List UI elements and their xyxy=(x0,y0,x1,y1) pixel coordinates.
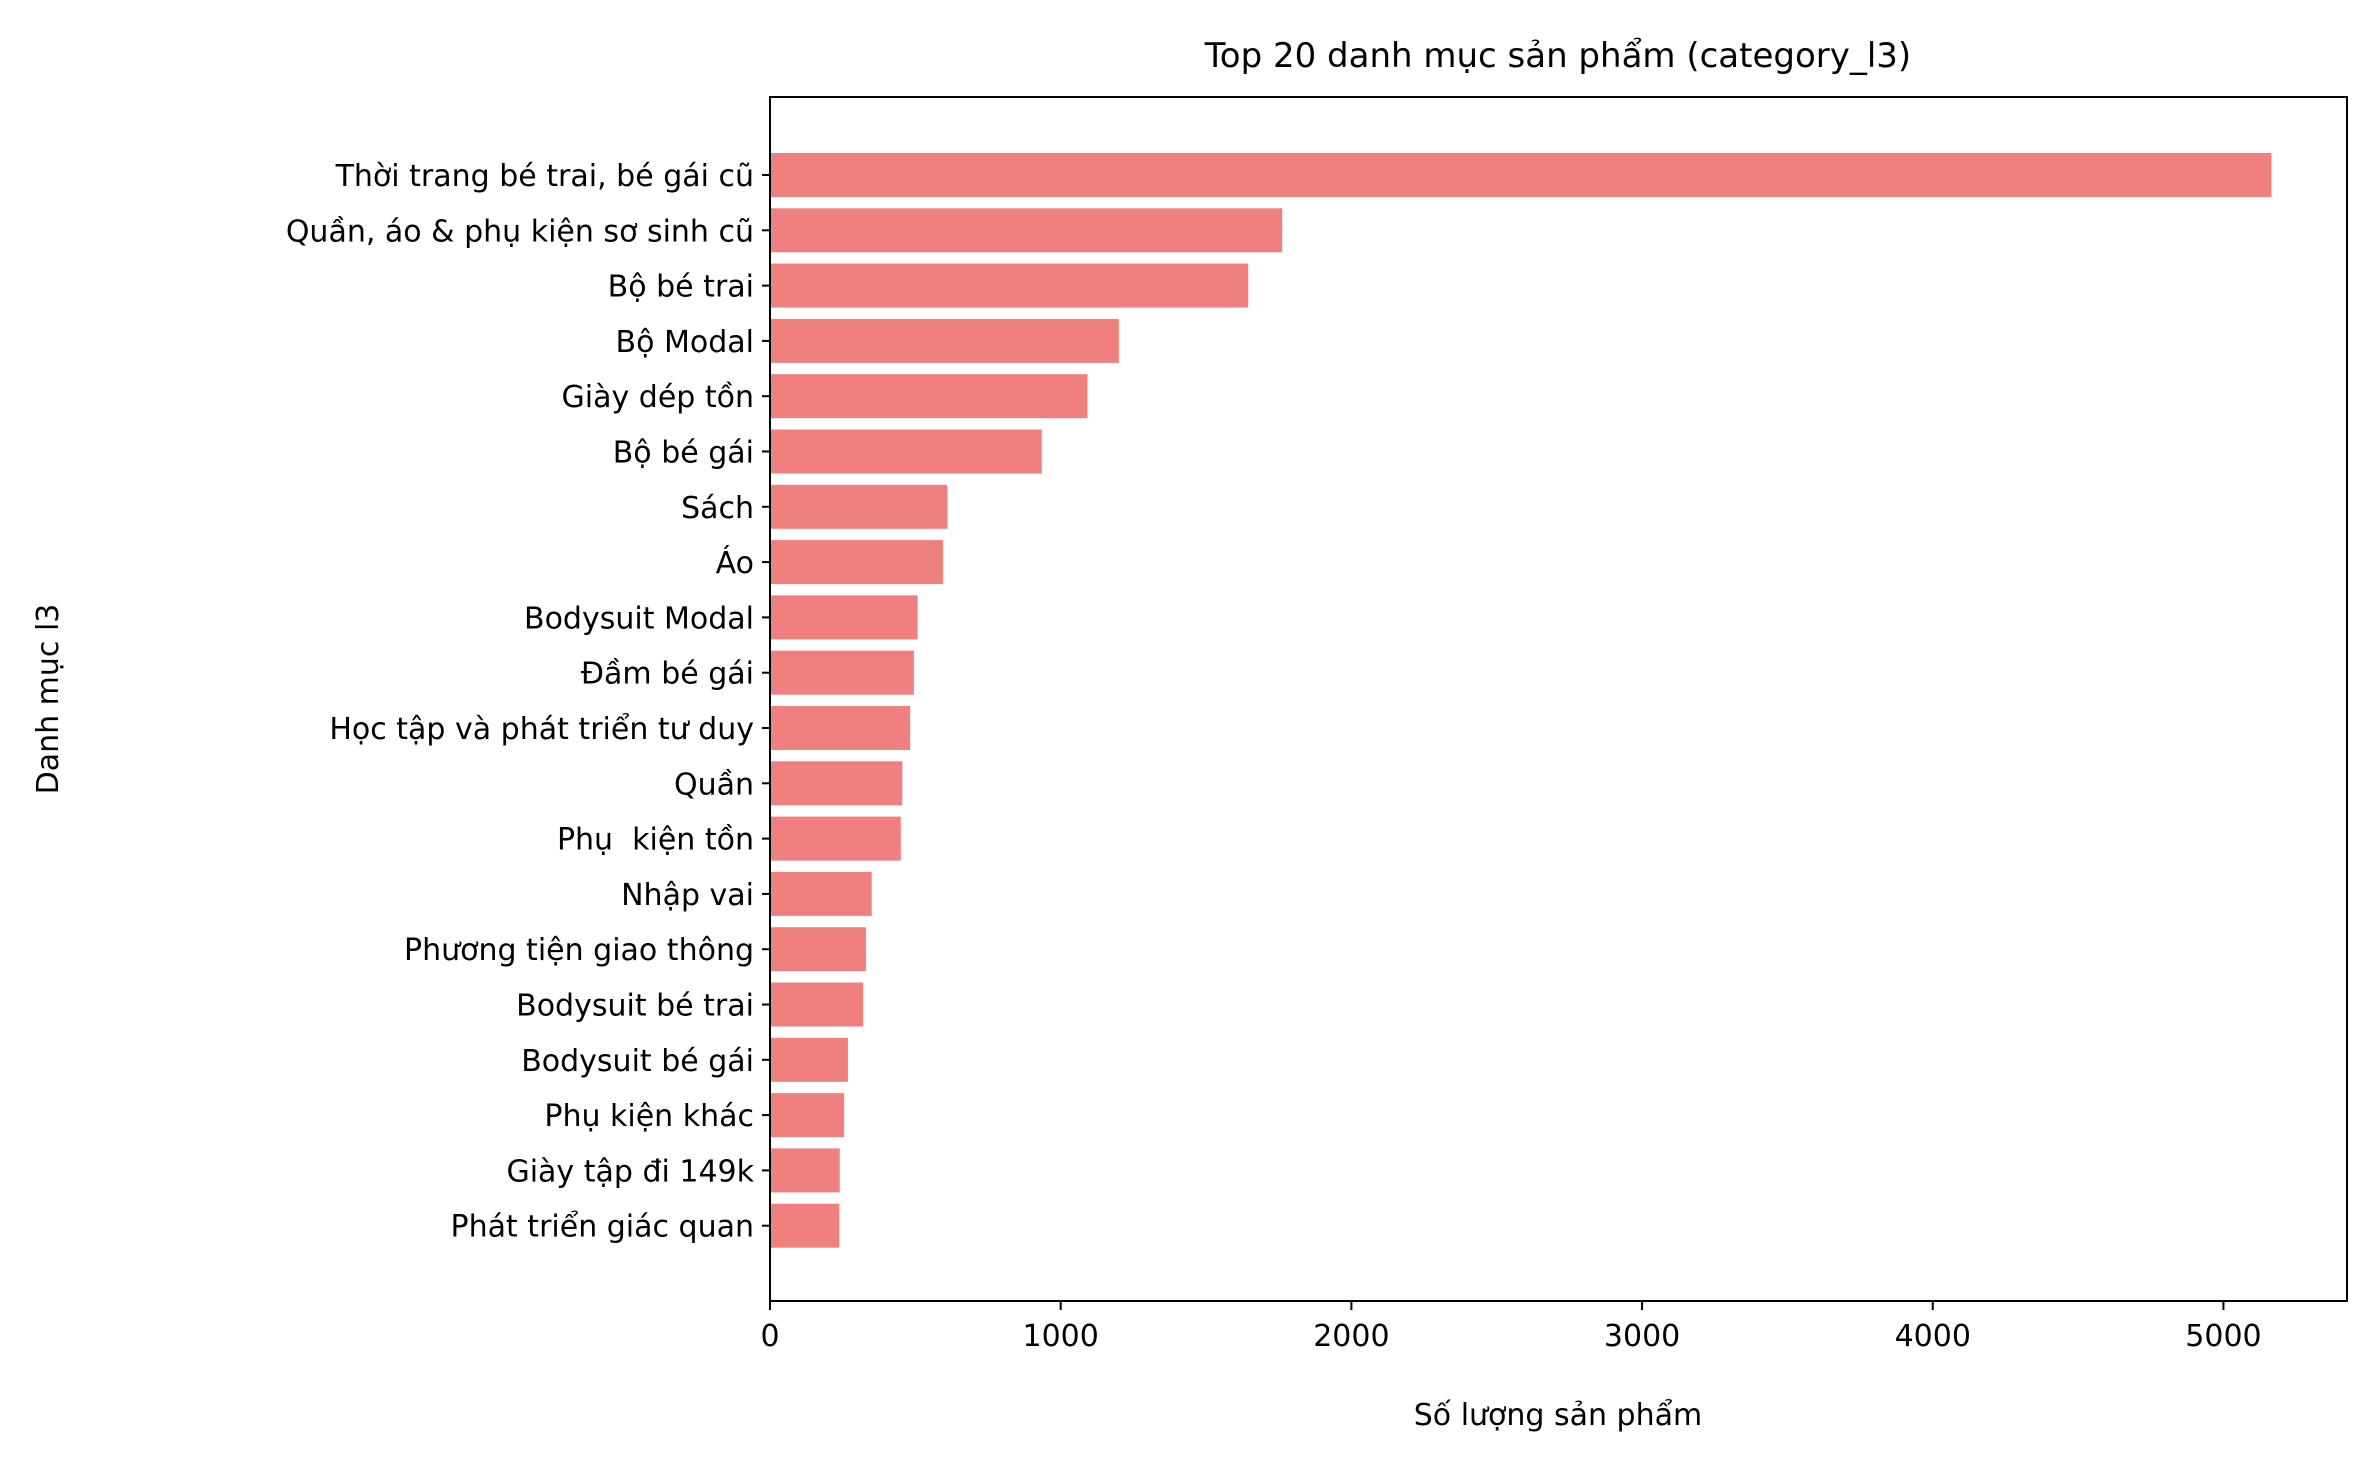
x-axis-label: Số lượng sản phẩm xyxy=(1414,1397,1702,1433)
bar xyxy=(770,429,1042,474)
y-tick-label: Học tập và phát triển tư duy xyxy=(329,711,754,747)
y-tick-label: Bodysuit Modal xyxy=(524,601,754,636)
y-tick-label: Quần xyxy=(674,767,754,802)
y-tick-label: Bộ bé gái xyxy=(613,436,754,471)
bar xyxy=(770,1203,840,1248)
bar xyxy=(770,706,911,750)
bar xyxy=(770,927,866,972)
x-tick-label: 3000 xyxy=(1604,1319,1680,1354)
bar xyxy=(770,816,901,861)
x-tick-label: 5000 xyxy=(2185,1319,2261,1354)
y-tick-label: Bodysuit bé trai xyxy=(516,989,754,1024)
y-tick-label: Giày dép tồn xyxy=(562,380,754,415)
bar xyxy=(770,540,943,585)
y-axis-label: Danh mục l3 xyxy=(31,604,66,795)
y-tick-label: Phụ kiện khác xyxy=(544,1099,754,1134)
bars-group xyxy=(770,153,2272,1248)
bar xyxy=(770,1148,840,1193)
y-tick-label: Đầm bé gái xyxy=(581,657,754,692)
y-tick-label: Quần, áo & phụ kiện sơ sinh cũ xyxy=(286,214,754,249)
x-tick-label: 2000 xyxy=(1313,1319,1389,1354)
bar xyxy=(770,871,872,916)
bar xyxy=(770,982,864,1027)
y-axis-ticks: Thời trang bé trai, bé gái cũ Quần, áo & … xyxy=(286,159,770,1245)
y-tick-label: Giày tập đi 149k xyxy=(506,1154,754,1189)
bar xyxy=(770,374,1088,419)
bar xyxy=(770,263,1249,308)
y-tick-label: Phụ kiện tồn xyxy=(557,823,754,858)
bar xyxy=(770,650,914,695)
bar xyxy=(770,484,948,529)
bar xyxy=(770,318,1119,363)
bar xyxy=(770,208,1283,253)
bar xyxy=(770,1037,848,1082)
bar xyxy=(770,761,903,806)
x-tick-label: 4000 xyxy=(1895,1319,1971,1354)
x-tick-label: 0 xyxy=(760,1319,779,1354)
y-tick-label: Áo xyxy=(716,545,754,581)
chart-title: Top 20 danh mục sản phẩm (category_l3) xyxy=(1204,36,1911,76)
x-axis-ticks: 0 1000 2000 3000 4000 5000 xyxy=(760,1301,2262,1354)
y-tick-label: Nhập vai xyxy=(621,878,754,913)
y-tick-label: Bộ Modal xyxy=(616,325,754,360)
y-tick-label: Phương tiện giao thông xyxy=(404,933,754,968)
y-tick-label: Bodysuit bé gái xyxy=(521,1044,754,1079)
y-tick-label: Bộ bé trai xyxy=(608,270,754,305)
bar xyxy=(770,153,2272,197)
x-tick-label: 1000 xyxy=(1023,1319,1099,1354)
bar xyxy=(770,1093,845,1138)
y-tick-label: Sách xyxy=(681,491,754,526)
y-tick-label: Thời trang bé trai, bé gái cũ xyxy=(335,159,754,194)
y-tick-label: Phát triển giác quan xyxy=(451,1209,754,1245)
plot-frame xyxy=(769,96,2348,1302)
bar xyxy=(770,595,918,640)
